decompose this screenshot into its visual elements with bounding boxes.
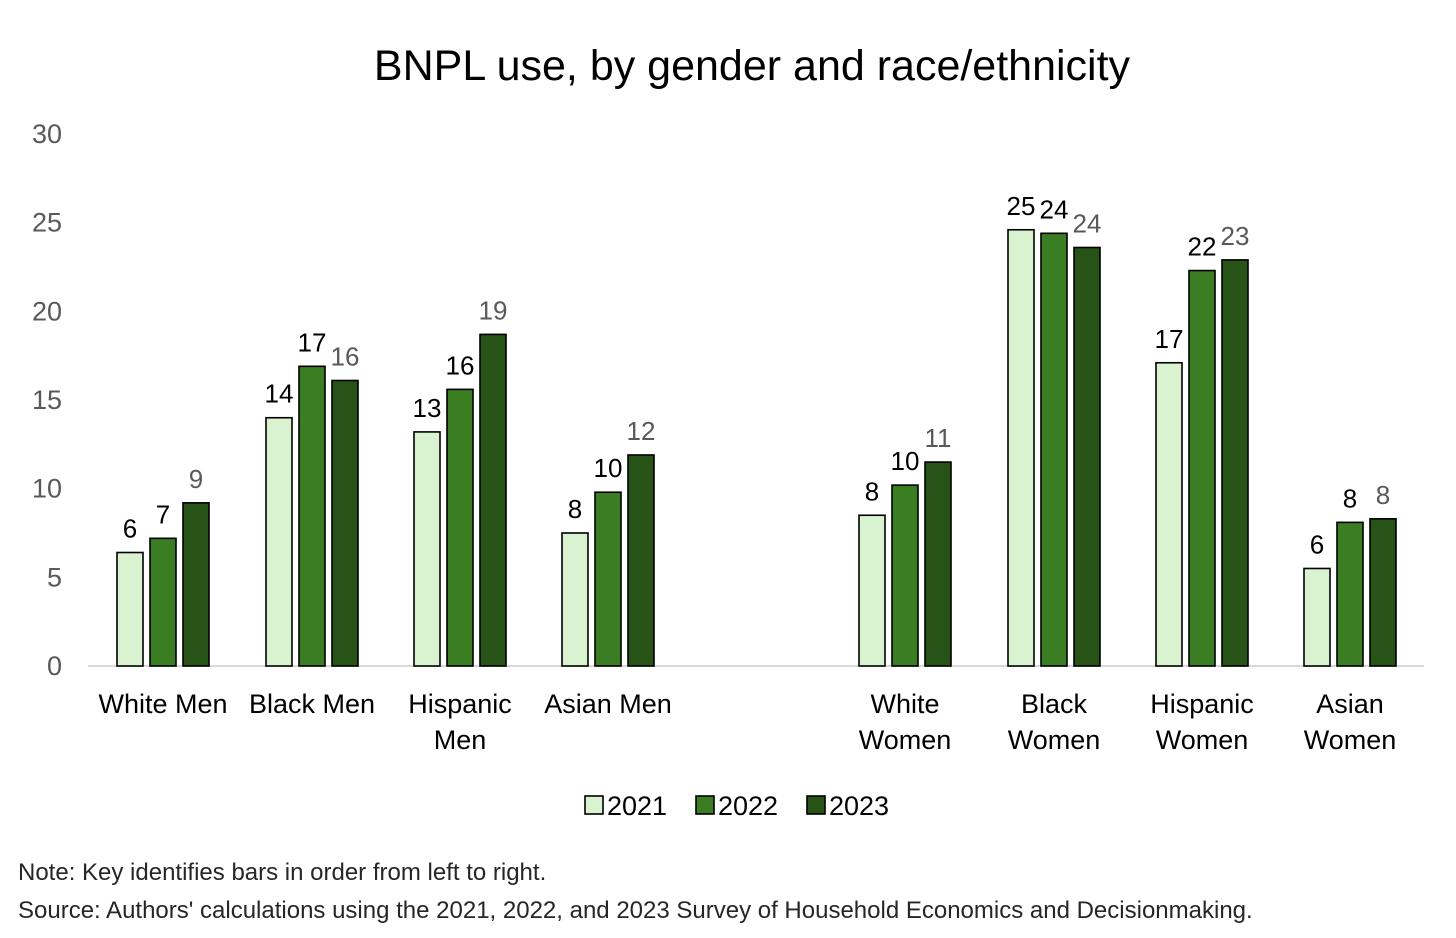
bar-2023 — [479, 333, 507, 667]
bar-2021 — [265, 416, 293, 667]
bar-2022 — [1336, 521, 1364, 667]
bar-2021 — [116, 551, 144, 667]
bars-group — [116, 228, 1397, 667]
data-label-2023: 23 — [1221, 221, 1250, 251]
bnpl-bar-chart: BNPL use, by gender and race/ethnicity 0… — [32, 42, 1424, 821]
category-label: Black Men — [249, 689, 375, 719]
data-label-2022: 17 — [298, 327, 327, 357]
bar-2021 — [561, 532, 589, 667]
bar-2022 — [1040, 232, 1068, 667]
data-label-2021: 25 — [1007, 191, 1036, 221]
category-label: Black — [1021, 689, 1088, 719]
data-label-2023: 9 — [189, 464, 203, 494]
category-label: White — [870, 689, 939, 719]
data-label-2022: 22 — [1188, 232, 1217, 262]
chart-notes: Note: Key identifies bars in order from … — [18, 854, 1253, 930]
bar-2022 — [1188, 269, 1216, 667]
bar-2023 — [182, 502, 210, 667]
category-label: Women — [1156, 725, 1249, 755]
legend-label-2022: 2022 — [718, 791, 778, 821]
bar-2021 — [413, 431, 441, 667]
y-tick-label: 25 — [32, 208, 62, 238]
y-tick-label: 30 — [32, 119, 62, 149]
category-label: Men — [434, 725, 487, 755]
category-label: Asian — [1316, 689, 1384, 719]
y-axis-ticks: 0 5 10 15 20 25 30 — [32, 119, 62, 681]
bar-2023 — [1221, 259, 1249, 667]
bar-2022 — [891, 484, 919, 667]
category-label: Hispanic — [1150, 689, 1254, 719]
category-labels-group: White Men Black Men Hispanic Men Asian Men Wh… — [98, 689, 1396, 755]
bar-2021 — [1303, 567, 1331, 667]
y-tick-label: 0 — [47, 651, 62, 681]
data-label-2021: 8 — [568, 494, 582, 524]
chart-title: BNPL use, by gender and race/ethnicity — [374, 42, 1131, 90]
data-label-2021: 14 — [265, 379, 294, 409]
legend-label-2023: 2023 — [829, 791, 889, 821]
data-label-2023: 24 — [1073, 208, 1102, 238]
category-label: Women — [1008, 725, 1101, 755]
data-label-2023: 16 — [331, 341, 360, 371]
legend-swatch-2021 — [584, 795, 604, 815]
legend-swatch-2022 — [695, 795, 715, 815]
y-tick-label: 5 — [47, 562, 62, 592]
bar-2021 — [1155, 361, 1183, 667]
bar-2023 — [627, 454, 655, 667]
bar-2021 — [1007, 228, 1035, 667]
data-label-2022: 8 — [1343, 483, 1357, 513]
legend-swatch-2023 — [806, 795, 826, 815]
bar-2023 — [1369, 518, 1397, 667]
data-label-2023: 12 — [627, 416, 656, 446]
bar-2022 — [298, 365, 326, 667]
category-label: Women — [1304, 725, 1397, 755]
data-label-2022: 10 — [594, 453, 623, 483]
category-label: White Men — [98, 689, 227, 719]
bar-2022 — [594, 491, 622, 667]
data-label-2023: 19 — [479, 295, 508, 325]
source-text: Source: Authors' calculations using the … — [18, 897, 1253, 924]
note-text: Note: Key identifies bars in order from … — [18, 859, 547, 886]
data-label-2022: 7 — [156, 499, 170, 529]
y-tick-label: 15 — [32, 385, 62, 415]
data-label-2022: 10 — [891, 446, 920, 476]
bar-2022 — [149, 537, 177, 667]
data-label-2021: 13 — [413, 393, 442, 423]
bar-2021 — [858, 514, 886, 667]
data-label-2021: 17 — [1155, 324, 1184, 354]
data-label-2023: 11 — [925, 423, 952, 453]
legend: 2021 2022 2023 — [584, 791, 889, 821]
data-label-2022: 16 — [446, 350, 475, 380]
category-label: Asian Men — [544, 689, 672, 719]
bar-2023 — [924, 461, 952, 667]
y-tick-label: 20 — [32, 296, 62, 326]
bar-2023 — [1073, 246, 1101, 667]
bar-2022 — [446, 388, 474, 667]
y-tick-label: 10 — [32, 474, 62, 504]
data-label-2021: 6 — [1310, 529, 1324, 559]
legend-label-2021: 2021 — [607, 791, 667, 821]
category-label: Hispanic — [408, 689, 512, 719]
category-label: Women — [859, 725, 952, 755]
data-label-2021: 6 — [123, 514, 137, 544]
data-label-2022: 24 — [1040, 194, 1069, 224]
data-label-2021: 8 — [865, 476, 879, 506]
bar-2023 — [331, 379, 359, 667]
data-label-2023: 8 — [1376, 480, 1390, 510]
